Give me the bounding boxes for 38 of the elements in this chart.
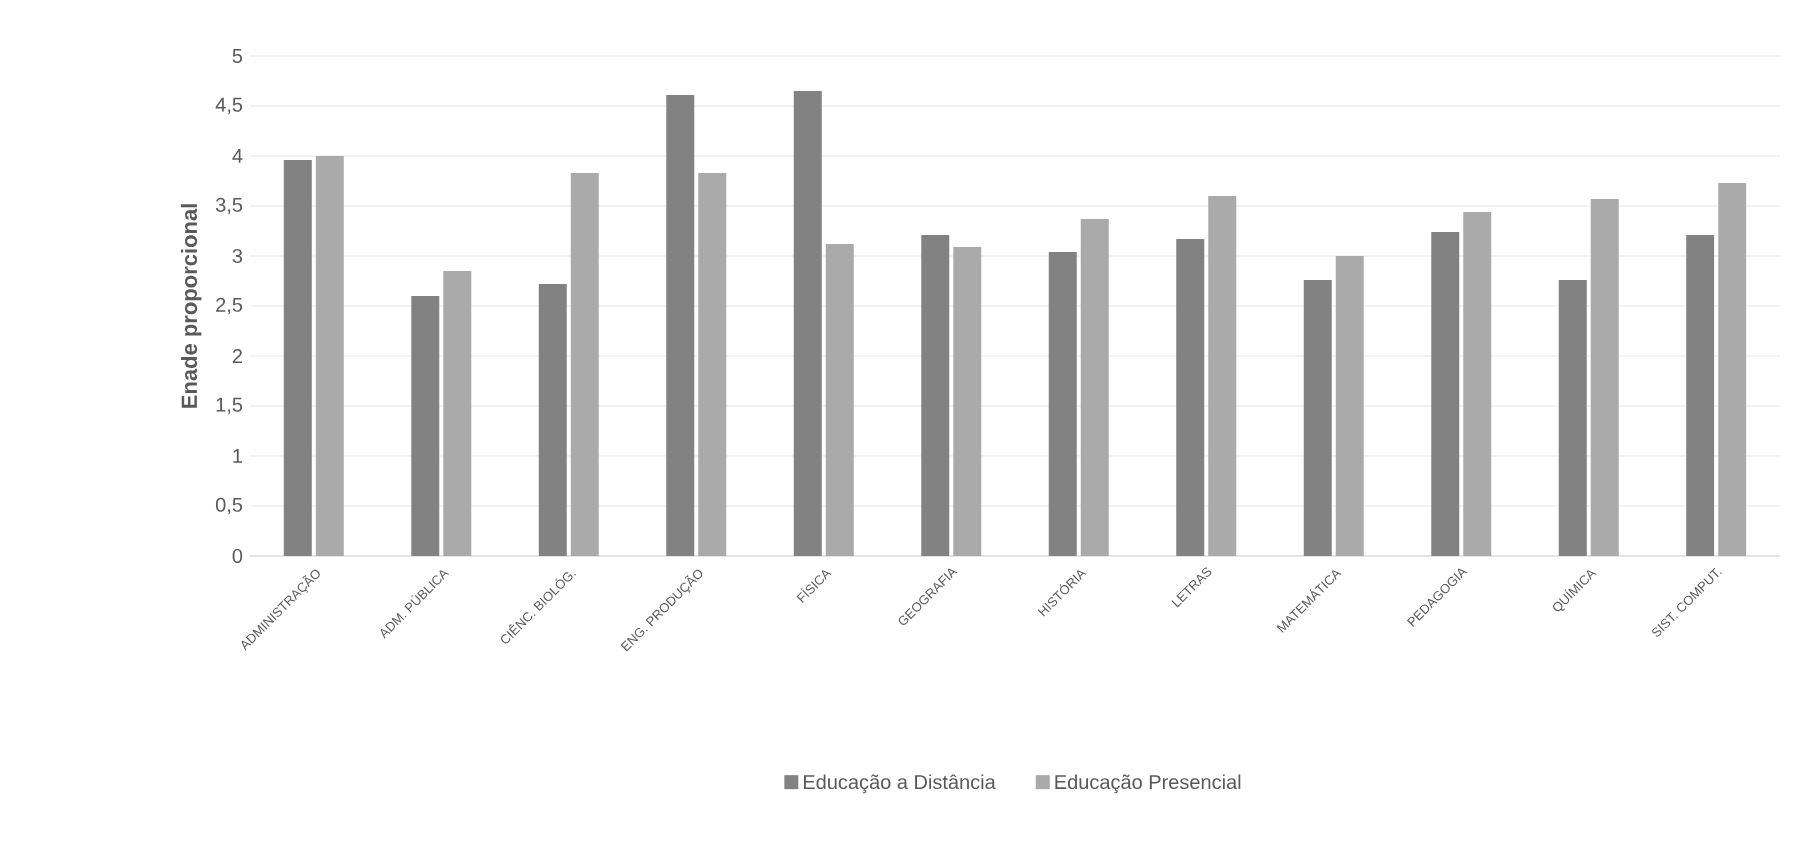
bar <box>1303 279 1332 556</box>
bar <box>1335 255 1364 556</box>
bar <box>315 155 344 556</box>
y-tick-label: 1,5 <box>216 397 243 415</box>
bar <box>1080 218 1109 556</box>
bar <box>825 243 854 556</box>
bar <box>666 94 695 556</box>
bar <box>1048 251 1077 556</box>
bar <box>1176 238 1205 556</box>
legend-label: Educação Presencial <box>1055 774 1241 794</box>
bar <box>1718 182 1747 556</box>
bar <box>570 172 599 556</box>
bar <box>793 90 822 556</box>
bar <box>953 246 982 556</box>
bar <box>1686 234 1715 556</box>
bar <box>283 159 312 556</box>
y-tick-label: 1 <box>233 449 242 463</box>
y-tick-label: 0,5 <box>215 497 243 515</box>
bar <box>1558 279 1587 556</box>
y-tick-label: 3 <box>232 248 243 264</box>
y-tick-label: 0 <box>232 548 243 564</box>
y-axis-title: Enade proporcional <box>180 204 202 408</box>
bar <box>1208 195 1237 556</box>
y-tick-label: 2 <box>232 349 242 363</box>
bar <box>1463 211 1492 556</box>
bar <box>411 295 440 556</box>
bar <box>1431 231 1460 556</box>
y-tick-label: 4,5 <box>215 97 243 115</box>
y-tick-label: 2,5 <box>216 297 243 315</box>
bar <box>698 172 727 556</box>
bar <box>1590 198 1619 556</box>
legend-label: Educação a Distância <box>803 774 996 794</box>
bar <box>921 234 950 556</box>
y-tick-label: 5 <box>232 49 243 63</box>
y-tick-label: 4 <box>232 149 243 163</box>
y-tick-label: 3,5 <box>215 197 243 215</box>
bar <box>538 283 567 556</box>
bar <box>443 270 472 556</box>
